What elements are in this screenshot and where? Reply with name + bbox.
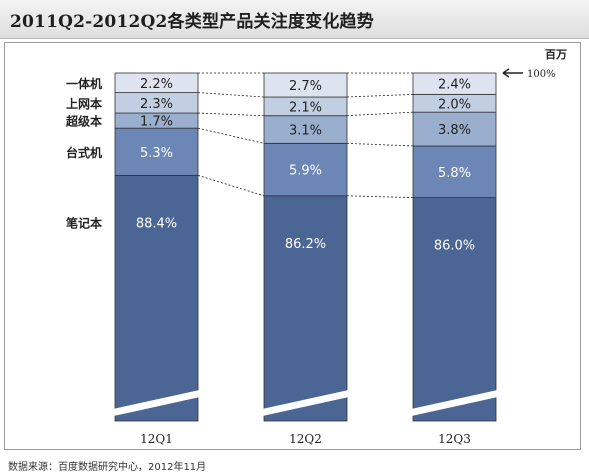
connector-line [197, 174, 265, 197]
data-label: 2.4% [438, 78, 471, 93]
data-label: 5.9% [289, 164, 322, 179]
axis-break-mark [110, 389, 203, 417]
connector-line [346, 142, 414, 147]
connector-line [197, 92, 265, 98]
bar-segment [263, 142, 348, 197]
data-label: 3.8% [438, 123, 471, 138]
data-label: 2.2% [140, 77, 173, 92]
title-bar: 2011Q2-2012Q2各类型产品关注度变化趋势 [0, 0, 589, 39]
series-label: 台式机 [66, 145, 102, 160]
data-label: 86.2% [285, 237, 326, 252]
series-label: 笔记本 [66, 215, 102, 230]
chart-frame [4, 42, 581, 450]
page-title: 2011Q2-2012Q2各类型产品关注度变化趋势 [10, 12, 374, 32]
top-marker-label: 100% [527, 69, 556, 80]
series-label: 一体机 [66, 76, 102, 91]
source-note: 数据来源：百度数据研究中心，2012年11月 [8, 462, 207, 473]
bar-segment [412, 197, 497, 422]
data-label: 86.0% [434, 239, 475, 254]
connector-line [346, 111, 414, 117]
bar-segment [114, 174, 199, 422]
data-label: 2.0% [438, 97, 471, 112]
category-label: 12Q2 [289, 432, 322, 446]
bar-segment [263, 195, 348, 422]
axis-break-mark [259, 389, 352, 417]
category-label: 12Q1 [140, 432, 173, 446]
data-label: 5.8% [438, 166, 471, 181]
category-label: 12Q3 [438, 432, 471, 446]
data-label: 2.1% [289, 100, 322, 115]
data-label: 2.7% [289, 79, 322, 94]
series-label: 上网本 [66, 96, 102, 111]
axis-break-mark [408, 389, 501, 417]
connector-line [197, 127, 265, 144]
bar-segment [263, 115, 348, 144]
data-label: 5.3% [140, 146, 173, 161]
bar-segment [412, 72, 497, 95]
bar-segment [114, 72, 199, 93]
data-label: 3.1% [289, 124, 322, 139]
series-label: 超级本 [65, 114, 102, 129]
bar-segment [263, 72, 348, 98]
connector-line [197, 112, 265, 117]
connector-line [346, 195, 414, 198]
top-marker-arrow [502, 68, 523, 78]
data-label: 88.4% [136, 216, 177, 231]
bar-segment [412, 111, 497, 147]
data-label: 2.3% [140, 97, 173, 112]
unit-label: 百万 [545, 48, 567, 61]
connector-line [346, 93, 414, 98]
data-label: 1.7% [140, 115, 173, 130]
bar-segment [412, 145, 497, 198]
